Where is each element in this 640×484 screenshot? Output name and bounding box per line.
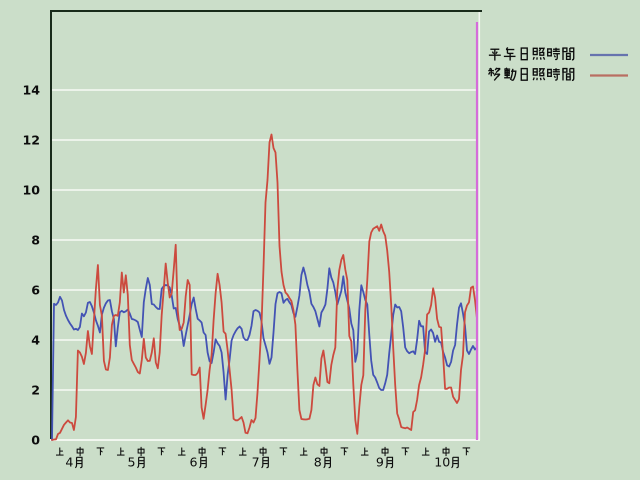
y-axis-label-6: 6: [31, 283, 40, 298]
x-axis-period-label: [360, 447, 369, 456]
x-axis-period-label: [421, 447, 430, 456]
x-axis-month-label: 5: [127, 455, 145, 470]
month-digit-text: 10: [434, 455, 450, 470]
x-axis-month-label: 4: [65, 455, 83, 470]
x-axis-month-label: 9: [376, 455, 394, 470]
x-axis-period-label: [96, 447, 105, 456]
month-digit-text: 8: [314, 455, 322, 470]
month-digit-text: 6: [190, 455, 198, 470]
x-axis-period-label: [157, 447, 166, 456]
y-axis-label-8: 8: [31, 233, 40, 248]
x-axis-period-label: [462, 447, 471, 456]
plot-border-top: [50, 10, 482, 12]
month-digit-text: 5: [127, 455, 135, 470]
y-axis-label-10: 10: [22, 183, 40, 198]
x-axis-month-label: 8: [314, 455, 331, 470]
x-axis-period-label: [238, 447, 247, 456]
x-axis-period-label: [279, 447, 288, 456]
series-line-idou: [51, 133, 478, 441]
legend-label: [488, 47, 575, 61]
x-axis-period-label: [218, 447, 227, 456]
month-digit-text: 7: [252, 455, 260, 470]
x-axis-period-label: [259, 446, 267, 457]
legend-label: [488, 67, 575, 82]
series-line-heinen: [51, 266, 478, 441]
x-axis-month-label: 7: [252, 455, 269, 470]
plot-border-left: [50, 10, 52, 441]
y-axis-label-12: 12: [22, 133, 40, 148]
x-axis-period-label: [76, 446, 84, 457]
x-axis-month-label: 10: [434, 455, 459, 470]
x-axis-period-label: [137, 446, 145, 457]
x-axis-period-label: [198, 446, 206, 457]
x-axis-period-label: [116, 447, 125, 456]
y-axis-label-14: 14: [22, 83, 40, 98]
month-digit-text: 9: [376, 455, 384, 470]
x-axis-period-label: [320, 446, 328, 457]
x-axis-period-label: [177, 447, 186, 456]
plot-border-bottom: [50, 439, 480, 441]
y-axis-label-4: 4: [31, 333, 40, 348]
plot-border-right: [478, 12, 481, 440]
x-axis-period-label: [381, 446, 389, 457]
x-axis-period-label: [340, 447, 349, 456]
x-axis-period-label: [55, 447, 64, 456]
y-axis-label-0: 0: [31, 433, 40, 448]
x-axis-month-label: 6: [190, 455, 207, 470]
month-digit-text: 4: [65, 455, 73, 470]
x-axis-period-label: [442, 446, 450, 457]
y-axis-label-2: 2: [31, 383, 40, 398]
x-axis-period-label: [401, 447, 410, 456]
x-axis-period-label: [299, 447, 308, 456]
